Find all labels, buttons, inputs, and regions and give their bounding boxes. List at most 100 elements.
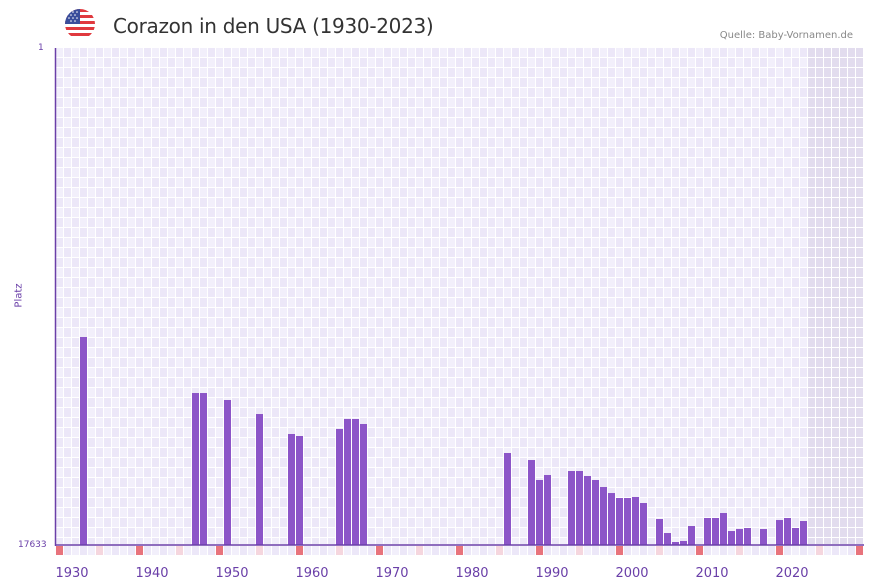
grid-cell bbox=[392, 518, 399, 527]
grid-cell bbox=[264, 188, 271, 197]
grid-cell bbox=[464, 168, 471, 177]
grid-cell bbox=[128, 48, 135, 57]
grid-cell bbox=[368, 398, 375, 407]
grid-cell bbox=[672, 138, 679, 147]
grid-cell bbox=[520, 318, 527, 327]
grid-cell bbox=[352, 328, 359, 337]
grid-cell bbox=[704, 428, 711, 437]
grid-cell bbox=[632, 88, 639, 97]
grid-cell bbox=[680, 498, 687, 507]
grid-cell bbox=[368, 208, 375, 217]
grid-cell bbox=[608, 418, 615, 427]
grid-cell bbox=[808, 458, 815, 467]
grid-cell bbox=[240, 198, 247, 207]
grid-cell bbox=[208, 308, 215, 317]
grid-cell bbox=[280, 238, 287, 247]
grid-cell bbox=[544, 198, 551, 207]
grid-cell bbox=[520, 458, 527, 467]
grid-cell bbox=[800, 288, 807, 297]
grid-cell bbox=[656, 428, 663, 437]
grid-cell bbox=[312, 178, 319, 187]
grid-cell bbox=[544, 418, 551, 427]
grid-cell bbox=[584, 418, 591, 427]
grid-cell bbox=[72, 398, 79, 407]
grid-cell bbox=[848, 388, 855, 397]
grid-cell bbox=[824, 308, 831, 317]
grid-cell bbox=[288, 158, 295, 167]
grid-cell bbox=[784, 258, 791, 267]
grid-cell bbox=[224, 278, 231, 287]
grid-cell bbox=[256, 278, 263, 287]
grid-cell bbox=[216, 68, 223, 77]
grid-cell bbox=[272, 48, 279, 57]
grid-cell bbox=[160, 238, 167, 247]
grid-cell bbox=[304, 498, 311, 507]
grid-cell bbox=[248, 228, 255, 237]
grid-cell bbox=[624, 298, 631, 307]
grid-cell bbox=[72, 498, 79, 507]
grid-cell bbox=[136, 248, 143, 257]
grid-cell bbox=[136, 338, 143, 347]
grid-cell bbox=[72, 488, 79, 497]
grid-cell bbox=[448, 398, 455, 407]
grid-cell bbox=[472, 238, 479, 247]
grid-cell bbox=[56, 58, 63, 67]
grid-cell bbox=[688, 318, 695, 327]
grid-cell bbox=[736, 368, 743, 377]
grid-cell bbox=[472, 58, 479, 67]
grid-cell bbox=[488, 108, 495, 117]
grid-cell bbox=[736, 148, 743, 157]
grid-cell bbox=[776, 468, 783, 477]
grid-cell bbox=[448, 58, 455, 67]
grid-cell bbox=[536, 98, 543, 107]
grid-cell bbox=[176, 78, 183, 87]
grid-cell bbox=[264, 98, 271, 107]
grid-cell bbox=[280, 538, 287, 544]
grid-cell bbox=[360, 248, 367, 257]
grid-cell bbox=[528, 98, 535, 107]
grid-cell bbox=[288, 98, 295, 107]
grid-cell bbox=[368, 448, 375, 457]
grid-cell bbox=[640, 498, 647, 507]
grid-cell bbox=[72, 178, 79, 187]
grid-cell bbox=[568, 408, 575, 417]
grid-cell bbox=[616, 458, 623, 467]
grid-cell bbox=[88, 318, 95, 327]
grid-cell bbox=[144, 158, 151, 167]
grid-cell bbox=[680, 408, 687, 417]
grid-cell bbox=[320, 248, 327, 257]
grid-cell bbox=[128, 518, 135, 527]
grid-cell bbox=[640, 248, 647, 257]
grid-cell bbox=[288, 338, 295, 347]
grid-cell bbox=[392, 358, 399, 367]
grid-cell bbox=[112, 168, 119, 177]
grid-cell bbox=[496, 198, 503, 207]
grid-cell bbox=[440, 458, 447, 467]
grid-cell bbox=[248, 188, 255, 197]
grid-cell bbox=[608, 398, 615, 407]
grid-cell bbox=[272, 68, 279, 77]
grid-cell bbox=[512, 198, 519, 207]
grid-cell bbox=[400, 318, 407, 327]
grid-cell bbox=[600, 288, 607, 297]
grid-cell bbox=[240, 408, 247, 417]
grid-cell bbox=[144, 168, 151, 177]
grid-cell bbox=[848, 248, 855, 257]
grid-cell bbox=[416, 478, 423, 487]
grid-cell bbox=[656, 388, 663, 397]
grid-cell bbox=[456, 318, 463, 327]
grid-cell bbox=[520, 448, 527, 457]
grid-cell bbox=[640, 328, 647, 337]
grid-cell bbox=[648, 318, 655, 327]
grid-cell bbox=[72, 208, 79, 217]
grid-cell bbox=[808, 138, 815, 147]
grid-cell bbox=[824, 368, 831, 377]
grid-cell bbox=[88, 108, 95, 117]
grid-cell bbox=[464, 218, 471, 227]
grid-cell bbox=[136, 388, 143, 397]
grid-cell bbox=[552, 218, 559, 227]
grid-cell bbox=[232, 198, 239, 207]
grid-cell bbox=[464, 88, 471, 97]
grid-cell bbox=[80, 118, 87, 127]
grid-cell bbox=[664, 168, 671, 177]
